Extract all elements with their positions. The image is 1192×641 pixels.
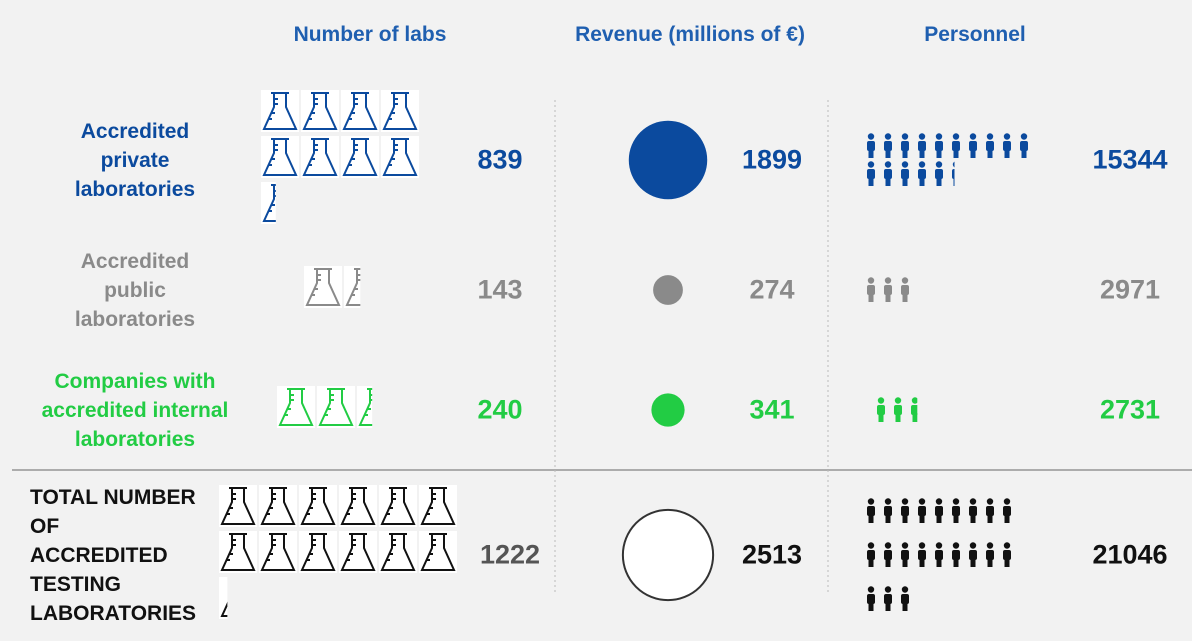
flask-icons [277,386,373,428]
revenue-circle [621,508,715,602]
label-line: TOTAL NUMBER [30,485,196,509]
revenue-circle [628,120,708,200]
label-line: laboratories [74,177,196,201]
labs-value: 1222 [479,539,541,570]
label-line: Accredited [80,119,190,143]
row-label: Accredited private laboratories [20,117,250,204]
person-icons [867,133,1028,186]
label-line: ACCREDITED [30,543,168,567]
label-line: LABORATORIES [30,601,197,625]
person-icons [867,498,1011,611]
labs-value: 143 [477,274,523,305]
personnel-value: 2971 [1099,274,1161,305]
label-line: public [104,278,166,302]
label-line: laboratories [74,427,196,451]
header: Revenue (millions of €) [575,23,805,46]
label-line: accredited internal [41,398,229,422]
personnel-value: 15344 [1092,144,1168,175]
row-label: TOTAL NUMBER OF ACCREDITED TESTING LABORATOR… [30,483,196,628]
personnel-value: 2731 [1099,394,1161,425]
revenue-value: 274 [749,274,795,305]
label-line: Accredited [80,249,190,273]
label-line: private [100,148,170,172]
row-label: Accredited public laboratories [20,247,250,334]
labs-value: 240 [477,394,523,425]
flask-icons [219,485,457,619]
personnel-value: 21046 [1092,539,1168,570]
revenue-value: 2513 [741,539,803,570]
revenue-circle [653,275,683,305]
label-line: OF [30,514,60,538]
revenue-circle [651,393,685,427]
header: Personnel [924,23,1026,46]
person-icons [867,277,909,302]
revenue-value: 341 [749,394,795,425]
row-label: Companies with accredited internal laborat… [20,367,250,454]
person-icons [877,397,918,422]
revenue-value: 1899 [741,144,803,175]
label-line: TESTING [30,572,122,596]
flask-icons [304,266,361,308]
labs-value: 839 [477,144,523,175]
flask-icons [261,90,419,224]
header: Number of labs [293,23,447,46]
label-line: laboratories [74,307,196,331]
label-line: Companies with [54,369,216,393]
